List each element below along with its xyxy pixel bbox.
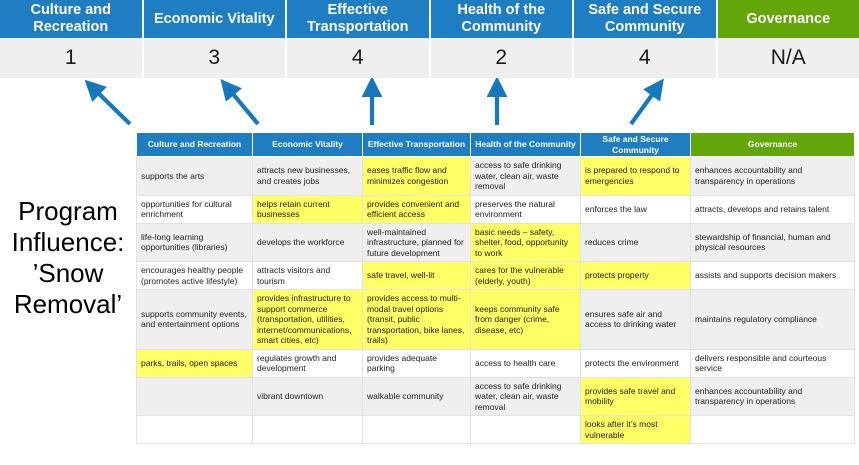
matrix-row: looks after it’s most vulnerable [136,415,855,444]
matrix-body: supports the arts attracts new businesses… [136,156,855,444]
matrix-cell: looks after it’s most vulnerable [580,415,691,444]
arrow-safe-and-secure-community [629,78,664,126]
matrix-cell: vibrant downtown [252,376,363,416]
matrix-cell: enhances accountability and transparency… [690,376,855,416]
outcomes-matrix-table: Culture and Recreation Economic Vitality… [136,132,855,444]
matrix-cell: walkable community [362,376,471,416]
matrix-cell: protects the environment [580,348,691,378]
matrix-header-governance: Governance [690,132,855,157]
matrix-cell [690,415,855,444]
matrix-cell: keeps community safe from danger (crime,… [470,289,581,350]
matrix-cell: assists and supports decision makers [690,261,855,290]
matrix-cell: attracts visitors and tourism [252,261,363,290]
matrix-cell: opportunities for cultural enrichment [136,194,253,224]
matrix-cell: life-long learning opportunities (librar… [136,222,253,262]
matrix-cell: provides safe travel and mobility [580,376,691,416]
arrow-band [0,78,859,130]
matrix-cell: develops the workforce [252,222,363,262]
matrix-cell [252,415,363,444]
matrix-cell [362,415,471,444]
matrix-cell: supports the arts [136,156,253,196]
matrix-cell: access to safe drinking water, clean air… [470,156,581,196]
score-safe-and-secure-community: 4 [574,38,718,78]
caption-line-3: ’Snow [32,258,104,288]
score-health-of-the-community: 2 [430,38,574,78]
scorecard-header-effective-transportation: Effective Transportation [287,0,431,38]
scorecard-header-health-of-the-community: Health of the Community [430,0,574,38]
matrix-row: supports the arts attracts new businesses… [136,156,855,196]
matrix-cell: maintains regulatory compliance [690,289,855,350]
score-economic-vitality: 3 [143,38,287,78]
matrix-cell: provides infrastructure to support comme… [252,289,363,350]
matrix-cell: is prepared to respond to emergencies [580,156,691,196]
matrix-row: parks, trails, open spaces regulates grow… [136,348,855,378]
matrix-row: supports community events, and entertain… [136,289,855,350]
matrix-cell: ensures safe air and access to drinking … [580,289,691,350]
program-influence-caption: Program Influence: ’Snow Removal’ [4,196,132,320]
matrix-cell: access to health care [470,348,581,378]
matrix-cell: basic needs – safety, shelter, food, opp… [470,222,581,262]
arrow-culture-and-recreation [84,79,132,126]
score-culture-and-recreation: 1 [0,38,144,78]
matrix-cell: provides convenient and efficient access [362,194,471,224]
matrix-header-effective-transportation: Effective Transportation [362,132,471,157]
matrix-cell: enhances accountability and transparency… [690,156,855,196]
caption-line-4: Removal’ [13,289,123,319]
strategic-pillar-scorecard: Culture and Recreation Economic Vitality… [0,0,859,78]
scorecard-header-economic-vitality: Economic Vitality [143,0,287,38]
matrix-cell: supports community events, and entertain… [136,289,253,350]
matrix-row: life-long learning opportunities (librar… [136,222,855,262]
matrix-row: encourages healthy people (promotes acti… [136,261,855,290]
matrix-header-row: Culture and Recreation Economic Vitality… [136,132,855,157]
score-effective-transportation: 4 [287,38,431,78]
arrow-economic-vitality [220,78,260,126]
matrix-header-economic-vitality: Economic Vitality [252,132,363,157]
matrix-cell [136,415,253,444]
matrix-row: vibrant downtown walkable community access… [136,376,855,416]
matrix-cell: eases traffic flow and minimizes congest… [362,156,471,196]
scorecard-score-row: 1 3 4 2 4 N/A [0,38,859,78]
matrix-cell: cares for the vulnerable (elderly, youth… [470,261,581,290]
matrix-cell: parks, trails, open spaces [136,348,253,378]
matrix-header-safe-and-secure-community: Safe and Secure Community [580,132,691,157]
score-governance: N/A [717,38,859,78]
matrix-cell: safe travel, well-lit [362,261,471,290]
matrix-cell: well-maintained infrastructure, planned … [362,222,471,262]
matrix-cell: encourages healthy people (promotes acti… [136,261,253,290]
matrix-cell [470,415,581,444]
scorecard-header-row: Culture and Recreation Economic Vitality… [0,0,859,38]
scorecard-header-culture-and-recreation: Culture and Recreation [0,0,144,38]
matrix-cell: provides adequate parking [362,348,471,378]
matrix-cell: stewardship of financial, human and phys… [690,222,855,262]
caption-line-1: Program [18,196,118,226]
matrix-cell: protects property [580,261,691,290]
caption-line-2: Influence: [11,227,125,257]
matrix-cell: provides access to multi-modal travel op… [362,289,471,350]
matrix-cell: helps retain current businesses [252,194,363,224]
matrix-cell: attracts new businesses, and creates job… [252,156,363,196]
matrix-header-culture-and-recreation: Culture and Recreation [136,132,253,157]
matrix-cell: preserves the natural environment [470,194,581,224]
matrix-cell: access to safe drinking water, clean air… [470,376,581,416]
matrix-cell: reduces crime [580,222,691,262]
matrix-cell: attracts, develops and retains talent [690,194,855,224]
matrix-cell: enforces the law [580,194,691,224]
matrix-cell: regulates growth and development [252,348,363,378]
matrix-header-health-of-the-community: Health of the Community [470,132,581,157]
matrix-cell [136,376,253,416]
scorecard-header-governance: Governance [717,0,859,38]
matrix-cell: delivers responsible and courteous servi… [690,348,855,378]
scorecard-header-safe-and-secure-community: Safe and Secure Community [574,0,718,38]
matrix-row: opportunities for cultural enrichment hel… [136,194,855,224]
